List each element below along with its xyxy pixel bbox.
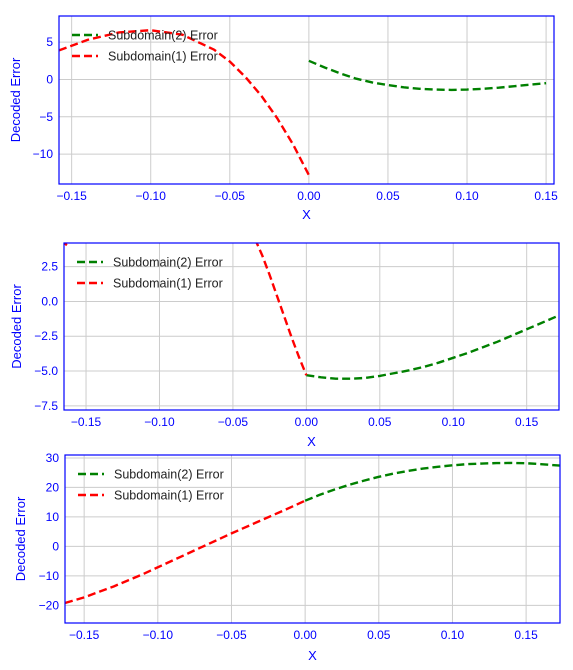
x-tick-label: 0.05 <box>376 189 400 203</box>
y-tick-label: −20 <box>39 598 60 612</box>
y-tick-label: −2.5 <box>34 329 58 343</box>
x-tick-label: −0.15 <box>69 628 100 642</box>
y-tick-label: 20 <box>46 480 60 494</box>
x-axis-label: X <box>302 207 311 222</box>
y-axis-label: Decoded Error <box>13 496 28 581</box>
legend-entry: Subdomain(1) Error <box>114 489 224 503</box>
y-tick-label: −7.5 <box>34 399 58 413</box>
y-axis-label: Decoded Error <box>9 284 24 369</box>
x-tick-label: 0.05 <box>368 415 392 429</box>
x-tick-label: 0.05 <box>367 628 391 642</box>
x-tick-label: −0.10 <box>143 628 174 642</box>
plot-frame <box>63 242 560 411</box>
y-tick-label: 0 <box>52 539 59 553</box>
series-line-2 <box>59 28 310 176</box>
x-tick-label: 0.00 <box>297 189 321 203</box>
x-tick-label: −0.15 <box>71 415 102 429</box>
x-tick-label: −0.15 <box>56 189 87 203</box>
x-tick-label: −0.05 <box>215 189 246 203</box>
legend: Subdomain(2) Error Subdomain(1) Error <box>78 468 224 503</box>
x-tick-label: −0.05 <box>216 628 247 642</box>
plot-frame <box>64 454 561 624</box>
legend-entry: Subdomain(2) Error <box>113 256 223 270</box>
y-tick-label: −5 <box>39 110 53 124</box>
legend: Subdomain(2) Error Subdomain(1) Error <box>72 29 218 64</box>
legend: Subdomain(2) Error Subdomain(1) Error <box>77 256 223 291</box>
y-tick-label: 30 <box>46 451 60 465</box>
series-line-2 <box>65 499 306 605</box>
x-tick-label: 0.00 <box>295 415 319 429</box>
y-tick-label: −10 <box>33 147 54 161</box>
x-tick-label: 0.10 <box>455 189 479 203</box>
y-tick-label: 2.5 <box>41 260 58 274</box>
legend-entry: Subdomain(2) Error <box>108 29 218 43</box>
y-tick-label: −5.0 <box>34 364 58 378</box>
x-tick-label: 0.00 <box>293 628 317 642</box>
chart-panel-1: −0.15 −0.10 −0.05 0.00 0.05 0.10 0.15 −10 −5 0 5 X D… <box>8 15 558 222</box>
series-line-2 <box>255 243 308 376</box>
x-tick-label: −0.05 <box>218 415 249 429</box>
x-tick-label: 0.15 <box>534 189 558 203</box>
y-axis-label: Decoded Error <box>8 57 23 142</box>
y-tick-label: 0 <box>46 72 53 86</box>
y-tick-label: 0.0 <box>41 294 58 308</box>
y-tick-label: −10 <box>39 569 60 583</box>
legend-entry: Subdomain(1) Error <box>113 277 223 291</box>
chart-panel-3: −0.15 −0.10 −0.05 0.00 0.05 0.10 0.15 −20 −10 0 10… <box>13 451 561 663</box>
x-tick-label: 0.15 <box>515 415 539 429</box>
x-tick-label: 0.15 <box>514 628 538 642</box>
chart-panel-2: −0.15 −0.10 −0.05 0.00 0.05 0.10 0.15 −7.5 −5.0 −… <box>9 242 560 449</box>
y-tick-label: 10 <box>46 510 60 524</box>
legend-entry: Subdomain(2) Error <box>114 468 224 482</box>
x-tick-label: −0.10 <box>144 415 175 429</box>
legend-entry: Subdomain(1) Error <box>108 50 218 64</box>
series-group <box>65 461 560 605</box>
x-tick-label: −0.10 <box>136 189 167 203</box>
series-line-1 <box>308 59 547 92</box>
series-line-1 <box>304 461 560 502</box>
x-axis-label: X <box>308 648 317 663</box>
series-line-1 <box>306 314 559 380</box>
plot-frame <box>58 15 555 185</box>
y-tick-label: 5 <box>46 35 53 49</box>
series-group <box>59 28 547 176</box>
x-axis-label: X <box>307 434 316 449</box>
x-tick-label: 0.10 <box>441 628 465 642</box>
x-tick-label: 0.10 <box>442 415 466 429</box>
